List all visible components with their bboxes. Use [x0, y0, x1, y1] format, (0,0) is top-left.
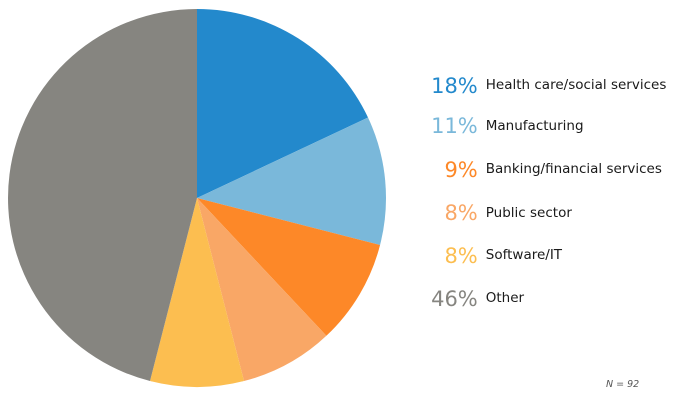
legend-percent: 11%: [431, 114, 478, 138]
legend-item-manufacturing: 11% Manufacturing: [420, 105, 675, 147]
legend-percent: 18%: [431, 73, 478, 98]
legend-label: Health care/social services: [485, 77, 667, 93]
legend-percent: 8%: [444, 243, 478, 268]
legend-label: Banking/financial services: [485, 161, 662, 177]
pie-slice-banking-financial-services: [197, 198, 381, 336]
pie-slice-software-it: [150, 198, 244, 387]
pie-slice-other: [8, 9, 197, 382]
legend-item-software-it: 8% Software/IT: [420, 234, 675, 277]
legend-label: Public sector: [485, 204, 572, 221]
legend-item-other: 46% Other: [420, 277, 675, 320]
legend-item-public-sector: 8% Public sector: [420, 192, 675, 234]
legend-percent: 9%: [444, 157, 478, 182]
pie-chart: [8, 9, 386, 387]
legend-percent: 46%: [431, 286, 478, 311]
legend-label: Software/IT: [485, 247, 563, 263]
legend-label: Other: [485, 290, 525, 306]
sample-size-note: N = 92: [606, 379, 640, 390]
pie-slice-health-care-social-services: [197, 9, 369, 198]
pie-slice-manufacturing: [197, 117, 386, 245]
legend-item-banking: 9% Banking/financial services: [420, 147, 675, 192]
legend-label: Manufacturing: [485, 117, 584, 134]
chart-legend: 18% Health care/social services 11% Manu…: [420, 66, 675, 320]
legend-percent: 8%: [444, 201, 478, 225]
pie-slice-public-sector: [197, 198, 327, 382]
legend-item-health-care: 18% Health care/social services: [420, 66, 675, 105]
